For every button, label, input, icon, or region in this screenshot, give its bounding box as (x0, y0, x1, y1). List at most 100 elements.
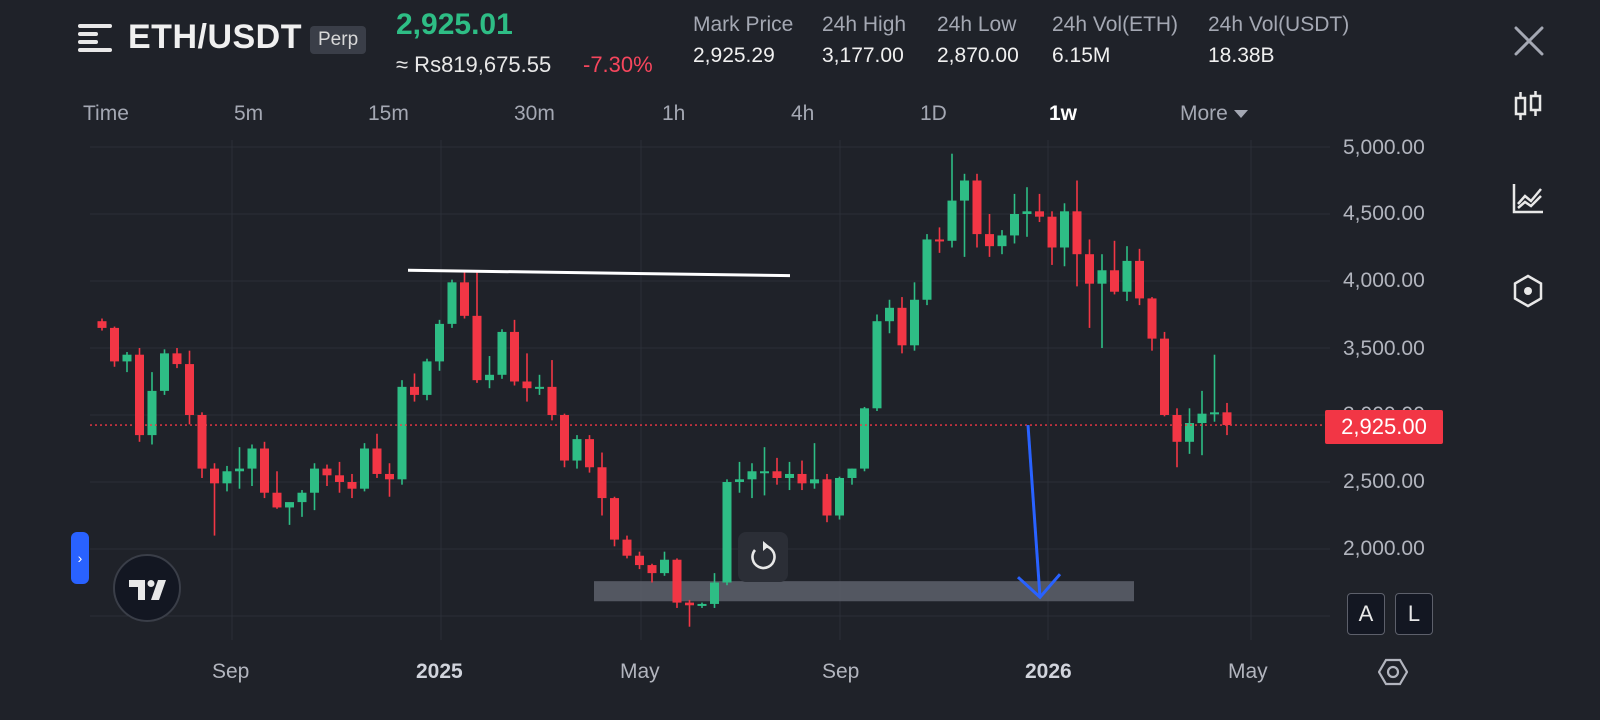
candle-body (497, 331, 507, 375)
candle-body (1060, 211, 1069, 248)
y-tick-label: 3,500.00 (1343, 337, 1425, 360)
tab-4h[interactable]: 4h (791, 102, 815, 125)
expand-drawing-toolbar-button[interactable]: › (71, 532, 89, 584)
last-price: 2,925.01 (396, 8, 513, 41)
candle-body (1147, 298, 1157, 339)
candle-body (335, 475, 344, 482)
candle-body (610, 498, 619, 540)
candle-body (135, 354, 144, 436)
reset-icon (751, 541, 776, 570)
candle-body (960, 180, 969, 201)
candle-body (260, 448, 269, 493)
candle-body (997, 235, 1007, 247)
stat-value-24h-vol-usdt: 18.38B (1208, 44, 1275, 67)
candle-body (735, 479, 744, 482)
stat-value-24h-vol-eth: 6.15M (1052, 44, 1111, 67)
tab-1w[interactable]: 1w (1049, 102, 1078, 125)
candle-body (1197, 413, 1207, 424)
candle-body (860, 408, 869, 469)
candle-body (1022, 211, 1032, 214)
candle-body (810, 479, 819, 484)
candle-body (822, 479, 832, 516)
candle-body (772, 471, 782, 478)
x-tick-label: May (620, 660, 660, 683)
candle-body (1085, 254, 1094, 284)
indicators-icon[interactable] (1509, 180, 1547, 218)
templates-icon[interactable] (1509, 272, 1547, 310)
candle-body (410, 386, 419, 395)
reset-chart-button[interactable] (738, 532, 788, 582)
candle-body (172, 353, 182, 365)
resistance-line (407, 268, 791, 278)
candle-body (160, 353, 169, 391)
stat-value-mark-price: 2,925.29 (693, 44, 775, 67)
projection-arrow (1026, 424, 1042, 598)
candle-body (1097, 270, 1107, 284)
tab-30m[interactable]: 30m (514, 102, 555, 125)
candle-body (247, 448, 257, 469)
candle-body (985, 234, 994, 247)
stat-label-mark-price: Mark Price (693, 13, 794, 36)
candle-body (372, 448, 382, 474)
candle-body (297, 492, 307, 503)
candle-body (235, 468, 244, 472)
candle-body (1072, 211, 1082, 255)
candle-body (460, 282, 469, 316)
candle-body (472, 315, 482, 381)
candle-body (422, 361, 432, 395)
candle-body (147, 390, 157, 436)
candle-body (710, 582, 719, 604)
candle-body (347, 482, 357, 489)
support-zone (594, 581, 1134, 602)
tab-1d[interactable]: 1D (920, 102, 947, 125)
candle-body (922, 239, 932, 300)
candle-body (597, 467, 607, 499)
y-tick-label: 5,000.00 (1343, 136, 1425, 159)
tab-time[interactable]: Time (83, 102, 129, 125)
pair-title[interactable]: ETH/USDT (128, 18, 302, 56)
chart-settings-icon[interactable] (1378, 657, 1408, 687)
candle-body (522, 381, 532, 389)
candle-body (672, 559, 682, 603)
tab-1h[interactable]: 1h (662, 102, 686, 125)
candle-body (360, 448, 369, 489)
contract-type-badge: Perp (310, 26, 367, 54)
candle-body (1172, 415, 1182, 442)
local-currency-price: ≈ Rs819,675.55 (396, 52, 552, 77)
stat-label-24h-vol-eth: 24h Vol(ETH) (1052, 13, 1179, 36)
candle-body (1110, 270, 1119, 292)
candle-body (935, 239, 944, 242)
candle-body (272, 492, 282, 508)
candle-body (185, 364, 194, 415)
candle-body (222, 471, 232, 484)
auto-scale-button[interactable]: A (1347, 593, 1385, 635)
candle-body (447, 282, 457, 324)
tab-15m[interactable]: 15m (368, 102, 409, 125)
stat-value-24h-low: 2,870.00 (937, 44, 1019, 67)
x-tick-label: 2025 (416, 660, 463, 683)
candle-body (435, 323, 444, 362)
current-price-tag: 2,925.00 (1325, 410, 1443, 444)
candle-body (1010, 214, 1019, 236)
y-tick-label: 4,500.00 (1343, 202, 1425, 225)
candlestick-icon[interactable] (1509, 88, 1547, 126)
candle-body (1210, 412, 1219, 415)
candle-body (1035, 211, 1044, 217)
projection-arrow-head (1016, 573, 1062, 600)
close-icon[interactable] (1512, 24, 1546, 58)
tab-5m[interactable]: 5m (234, 102, 264, 125)
y-tick-label: 4,000.00 (1343, 269, 1425, 292)
candle-body (110, 327, 119, 362)
candle-body (122, 354, 132, 362)
menu-icon[interactable] (78, 22, 112, 56)
y-tick-label: 2,000.00 (1343, 537, 1425, 560)
tab-more[interactable]: More (1180, 102, 1248, 126)
candle-body (285, 502, 294, 508)
stat-label-24h-high: 24h High (822, 13, 907, 36)
x-tick-label: May (1228, 660, 1268, 683)
log-scale-button[interactable]: L (1395, 593, 1433, 635)
candle-body (947, 200, 957, 241)
candle-body (972, 180, 982, 235)
y-tick-label: 2,500.00 (1343, 470, 1425, 493)
